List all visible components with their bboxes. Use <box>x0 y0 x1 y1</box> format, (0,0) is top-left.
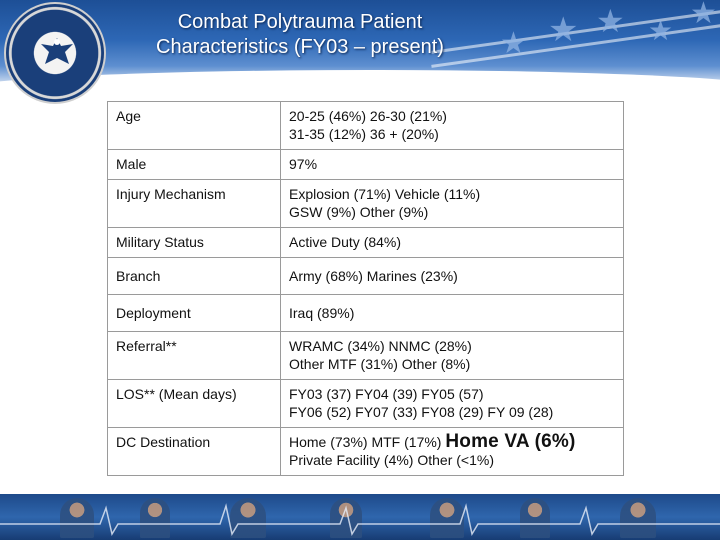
emphasized-value: Home VA (6%) <box>445 431 576 452</box>
table-row: LOS** (Mean days) FY03 (37) FY04 (39) FY… <box>107 379 624 428</box>
value-line: Other MTF (31%) Other (8%) <box>289 356 471 372</box>
row-label: Male <box>107 149 281 180</box>
footer-photo <box>230 498 266 538</box>
table-row: Military Status Active Duty (84%) <box>107 227 624 258</box>
table-row: Deployment Iraq (89%) <box>107 294 624 332</box>
banner-swoosh <box>0 70 720 88</box>
star-icon: ★ <box>596 3 625 39</box>
table-row: Branch Army (68%) Marines (23%) <box>107 257 624 295</box>
value-line: Private Facility (4%) Other (<1%) <box>289 452 494 468</box>
value-line: WRAMC (34%) NNMC (28%) <box>289 338 472 354</box>
value-line: 97% <box>289 156 318 172</box>
row-label: Branch <box>107 257 281 295</box>
value-line: FY03 (37) FY04 (39) FY05 (57) <box>289 386 484 402</box>
row-value: 20-25 (46%) 26-30 (21%) 31-35 (12%) 36 + … <box>280 101 624 150</box>
star-icon: ★ <box>690 0 717 30</box>
row-label: LOS** (Mean days) <box>107 379 281 428</box>
value-line: FY06 (52) FY07 (33) FY08 (29) FY 09 (28) <box>289 404 554 420</box>
row-value: WRAMC (34%) NNMC (28%) Other MTF (31%) Ot… <box>280 331 624 380</box>
title-line-2: Characteristics (FY03 – present) <box>156 36 444 58</box>
value-line: 20-25 (46%) 26-30 (21%) <box>289 108 447 124</box>
value-line: GSW (9%) Other (9%) <box>289 204 429 220</box>
row-value: Explosion (71%) Vehicle (11%) GSW (9%) Ot… <box>280 179 624 228</box>
star-icon: ★ <box>648 15 674 46</box>
table-row: DC Destination Home (73%) MTF (17%) Home… <box>107 427 624 476</box>
row-label: Referral** <box>107 331 281 380</box>
value-line: 31-35 (12%) 36 + (20%) <box>289 126 439 142</box>
table-row: Injury Mechanism Explosion (71%) Vehicle… <box>107 179 624 228</box>
footer-photo <box>140 498 170 538</box>
star-icon: ★ <box>548 11 579 49</box>
footer-photo <box>430 498 464 538</box>
row-value: Home (73%) MTF (17%) Home VA (6%) Privat… <box>280 427 624 476</box>
star-icon: ★ <box>500 27 527 60</box>
footer-photo <box>60 498 94 538</box>
row-label: Injury Mechanism <box>107 179 281 228</box>
row-value: Active Duty (84%) <box>280 227 624 258</box>
footer-photo <box>520 498 550 538</box>
value-text: Home (73%) MTF (17%) <box>289 434 446 450</box>
value-line: Active Duty (84%) <box>289 234 402 250</box>
eagle-icon <box>41 38 73 64</box>
footer-photo <box>620 498 656 538</box>
row-value: Army (68%) Marines (23%) <box>280 257 624 295</box>
value-line: Home (73%) MTF (17%) Home VA (6%) <box>289 431 615 452</box>
title-line-1: Combat Polytrauma Patient <box>177 11 423 33</box>
table-row: Age 20-25 (46%) 26-30 (21%) 31-35 (12%) 3… <box>107 101 624 150</box>
table-row: Male 97% <box>107 149 624 180</box>
characteristics-table: Age 20-25 (46%) 26-30 (21%) 31-35 (12%) 3… <box>107 101 624 476</box>
row-label: Deployment <box>107 294 281 332</box>
footer-photo <box>330 498 362 538</box>
row-label: DC Destination <box>107 427 281 476</box>
row-value: 97% <box>280 149 624 180</box>
row-label: Military Status <box>107 227 281 258</box>
page-title: Combat Polytrauma Patient Characteristic… <box>110 10 490 60</box>
row-value: FY03 (37) FY04 (39) FY05 (57) FY06 (52) F… <box>280 379 624 428</box>
row-label: Age <box>107 101 281 150</box>
footer-photo-strip <box>0 494 720 540</box>
header-banner: ★ ★ ★ ★ ★ Combat Polytrauma Patient Char… <box>0 0 720 88</box>
value-line: Army (68%) Marines (23%) <box>289 268 458 284</box>
heartbeat-line-icon <box>0 503 720 537</box>
value-line: Explosion (71%) Vehicle (11%) <box>289 186 481 202</box>
table-row: Referral** WRAMC (34%) NNMC (28%) Other M… <box>107 331 624 380</box>
va-seal-logo <box>4 2 106 104</box>
value-line: Iraq (89%) <box>289 305 355 321</box>
row-value: Iraq (89%) <box>280 294 624 332</box>
